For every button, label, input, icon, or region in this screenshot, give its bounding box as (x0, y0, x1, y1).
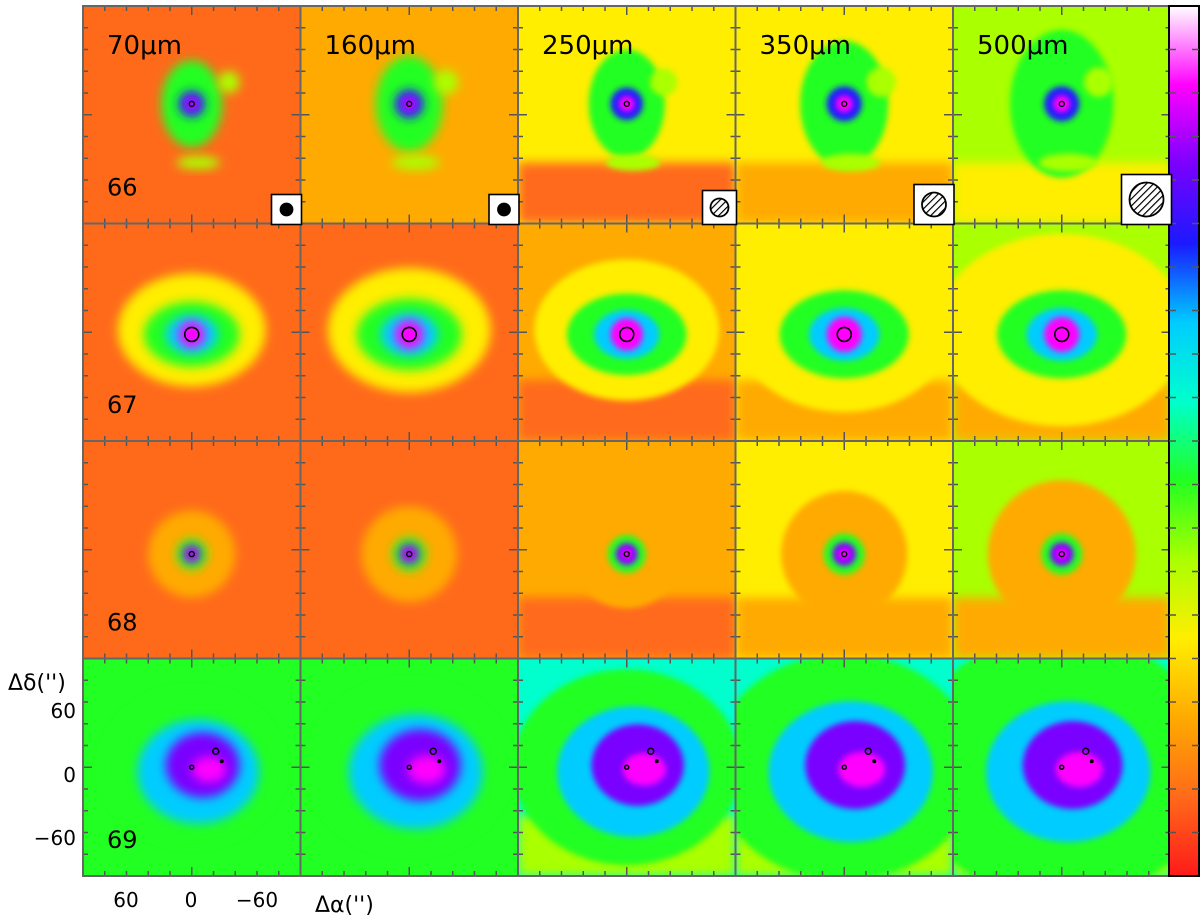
source-position-marker (841, 100, 848, 108)
beam-circle (709, 197, 730, 218)
source-position-marker (1058, 100, 1065, 108)
source-position-marker (841, 764, 847, 770)
source-position-marker (406, 764, 412, 770)
source-position-marker (189, 764, 195, 770)
image-panel (300, 223, 518, 441)
beam-circle (497, 202, 511, 217)
y-tick-label: 0 (63, 763, 76, 787)
image-panel (735, 441, 953, 659)
colorbar (1168, 5, 1200, 877)
source-position-marker (1053, 326, 1070, 343)
x-tick-label: 0 (185, 888, 198, 912)
source-position-marker (624, 764, 630, 770)
source-position-marker (188, 100, 195, 108)
beam-circle (1128, 181, 1165, 218)
source-id-label: 66 (107, 174, 138, 202)
image-panel (300, 441, 518, 659)
source-position-marker (406, 100, 413, 108)
source-position-marker (864, 747, 872, 755)
source-position-marker (188, 550, 195, 558)
image-panel (735, 223, 953, 441)
source-id-label: 68 (107, 609, 138, 637)
source-position-marker (406, 550, 413, 558)
beam-box (913, 183, 955, 226)
source-position-marker (618, 326, 635, 343)
wavelength-label: 70μm (107, 31, 182, 61)
source-position-marker (647, 747, 655, 755)
source-position-marker (1082, 747, 1090, 755)
image-panel (735, 658, 953, 876)
y-axis-label: Δδ('') (8, 671, 66, 696)
wavelength-label: 160μm (325, 31, 417, 61)
image-panel (300, 6, 518, 224)
y-tick-label: −60 (34, 826, 76, 850)
source-position-marker (872, 759, 877, 764)
source-position-marker (1058, 550, 1065, 558)
source-position-marker (401, 326, 418, 343)
image-panel (518, 223, 736, 441)
wavelength-label: 250μm (542, 31, 634, 61)
image-panel (300, 658, 518, 876)
image-panel (953, 441, 1171, 659)
image-panel (953, 658, 1171, 876)
source-position-marker (219, 759, 224, 764)
image-panel (83, 658, 301, 876)
source-position-marker (841, 550, 848, 558)
source-position-marker (1059, 764, 1065, 770)
image-panel (953, 223, 1171, 441)
beam-box (701, 189, 738, 226)
source-position-marker (183, 326, 200, 343)
image-panel (518, 658, 736, 876)
source-position-marker (1089, 759, 1094, 764)
image-panel (83, 223, 301, 441)
image-panel (83, 6, 301, 224)
image-panel (518, 6, 736, 224)
beam-circle (279, 202, 294, 217)
source-id-label: 69 (107, 826, 138, 854)
source-id-label: 67 (107, 391, 138, 419)
source-position-marker (437, 759, 442, 764)
source-position-marker (212, 747, 220, 755)
image-panel (83, 441, 301, 659)
y-tick-label: 60 (51, 699, 76, 723)
source-position-marker (623, 550, 630, 558)
beam-circle (921, 191, 947, 218)
x-tick-label: −60 (236, 888, 278, 912)
x-tick-label: 60 (113, 888, 138, 912)
source-position-marker (429, 747, 437, 755)
source-position-marker (623, 100, 630, 108)
source-position-marker (836, 326, 853, 343)
source-position-marker (654, 759, 659, 764)
x-axis-label: Δα('') (315, 893, 374, 917)
wavelength-label: 500μm (977, 31, 1069, 61)
image-panel (518, 441, 736, 659)
wavelength-label: 350μm (760, 31, 852, 61)
